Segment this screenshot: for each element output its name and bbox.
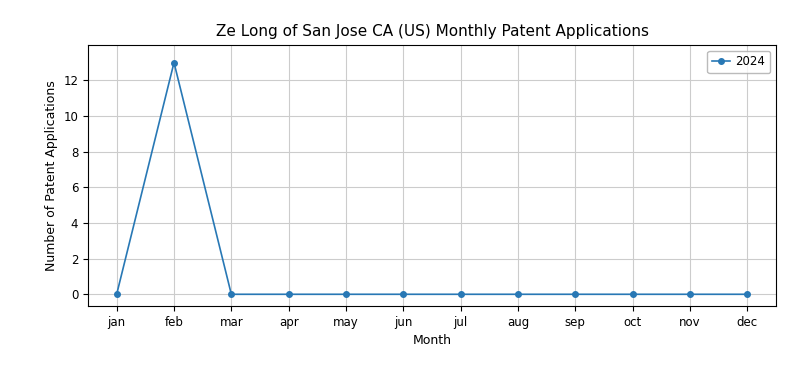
2024 <box>284 292 294 297</box>
Y-axis label: Number of Patent Applications: Number of Patent Applications <box>45 80 58 271</box>
2024 <box>685 292 694 297</box>
2024 <box>742 292 752 297</box>
2024 <box>341 292 350 297</box>
Line: 2024: 2024 <box>114 60 750 297</box>
2024 <box>570 292 580 297</box>
2024 <box>514 292 523 297</box>
2024 <box>456 292 466 297</box>
2024 <box>170 60 179 65</box>
2024 <box>112 292 122 297</box>
2024 <box>226 292 236 297</box>
Title: Ze Long of San Jose CA (US) Monthly Patent Applications: Ze Long of San Jose CA (US) Monthly Pate… <box>215 24 649 40</box>
Legend: 2024: 2024 <box>707 51 770 73</box>
2024 <box>398 292 408 297</box>
2024 <box>628 292 638 297</box>
X-axis label: Month: Month <box>413 334 451 347</box>
